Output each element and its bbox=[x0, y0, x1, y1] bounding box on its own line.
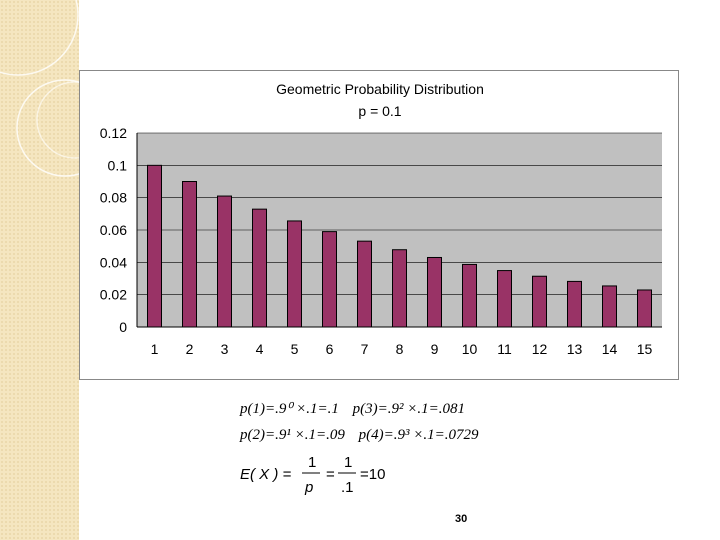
bar bbox=[182, 181, 197, 328]
x-tick-label: 12 bbox=[532, 341, 548, 357]
frac2-denominator: .1 bbox=[341, 479, 354, 496]
x-tick-label: 13 bbox=[567, 341, 583, 357]
y-tick-label: 0.06 bbox=[100, 222, 127, 238]
y-tick-label: 0 bbox=[119, 319, 127, 335]
bar bbox=[217, 195, 232, 328]
bar bbox=[497, 270, 512, 328]
x-tick-label: 11 bbox=[497, 341, 512, 357]
frac1-denominator: p bbox=[304, 479, 313, 496]
x-tick-label: 15 bbox=[637, 341, 653, 357]
x-tick-label: 10 bbox=[462, 341, 478, 357]
decorative-side-strip bbox=[0, 0, 79, 540]
x-tick-label: 7 bbox=[361, 341, 369, 357]
x-tick-label: 3 bbox=[221, 341, 229, 357]
bar bbox=[567, 280, 582, 328]
formula-p2: p(2)=.9¹ ×.1=.09 bbox=[240, 427, 345, 443]
bar bbox=[427, 256, 442, 328]
chart-frame: Geometric Probability Distribution p = 0… bbox=[79, 70, 679, 380]
bar bbox=[287, 220, 302, 328]
x-tick-label: 14 bbox=[602, 341, 618, 357]
formula-p4: p(4)=.9³ ×.1=.0729 bbox=[358, 427, 479, 443]
bar bbox=[602, 285, 617, 328]
formula-p1: p(1)=.9⁰ ×.1=.1 bbox=[240, 401, 339, 417]
chart-svg: 00.020.040.060.080.10.121 2 3 4 5 6 7 8 9 10 11 12 1… bbox=[100, 125, 662, 357]
page-number: 30 bbox=[455, 513, 468, 525]
x-tick-label: 8 bbox=[396, 341, 404, 357]
expectation-lhs: E( X ) = bbox=[240, 466, 292, 483]
x-tick-label: 1 bbox=[151, 341, 159, 357]
y-tick-label: 0.04 bbox=[100, 254, 127, 270]
frac1-numerator: 1 bbox=[308, 454, 316, 471]
bar bbox=[357, 240, 372, 328]
expectation-svg: E( X ) = 1 p = 1 .1 =10 bbox=[240, 454, 385, 496]
formula-p3: p(3)=.9² ×.1=.081 bbox=[352, 401, 465, 417]
x-tick-label: 4 bbox=[256, 341, 264, 357]
bar bbox=[392, 249, 407, 328]
bar bbox=[252, 208, 267, 328]
chart-subtitle: p = 0.1 bbox=[358, 103, 402, 119]
frac2-numerator: 1 bbox=[344, 454, 352, 471]
equals-result: =10 bbox=[360, 466, 385, 483]
bar bbox=[462, 263, 477, 328]
equals-1: = bbox=[326, 466, 335, 483]
x-tick-label: 6 bbox=[326, 341, 334, 357]
bar bbox=[322, 231, 337, 328]
y-tick-label: 0.02 bbox=[100, 287, 127, 303]
chart-title: Geometric Probability Distribution bbox=[276, 81, 484, 97]
x-tick-label: 5 bbox=[291, 341, 299, 357]
bar bbox=[147, 164, 162, 328]
bar bbox=[637, 289, 652, 328]
y-tick-label: 0.1 bbox=[108, 157, 128, 173]
x-tick-label: 2 bbox=[186, 341, 194, 357]
y-tick-label: 0.12 bbox=[100, 125, 127, 141]
y-tick-label: 0.08 bbox=[100, 190, 127, 206]
expectation-formula: E( X ) = 1 p = 1 .1 =10 bbox=[240, 452, 440, 507]
x-tick-label: 9 bbox=[431, 341, 439, 357]
formula-block: p(1)=.9⁰ ×.1=.1 p(3)=.9² ×.1=.081 p(2)=.… bbox=[240, 396, 488, 448]
bar bbox=[532, 275, 547, 328]
